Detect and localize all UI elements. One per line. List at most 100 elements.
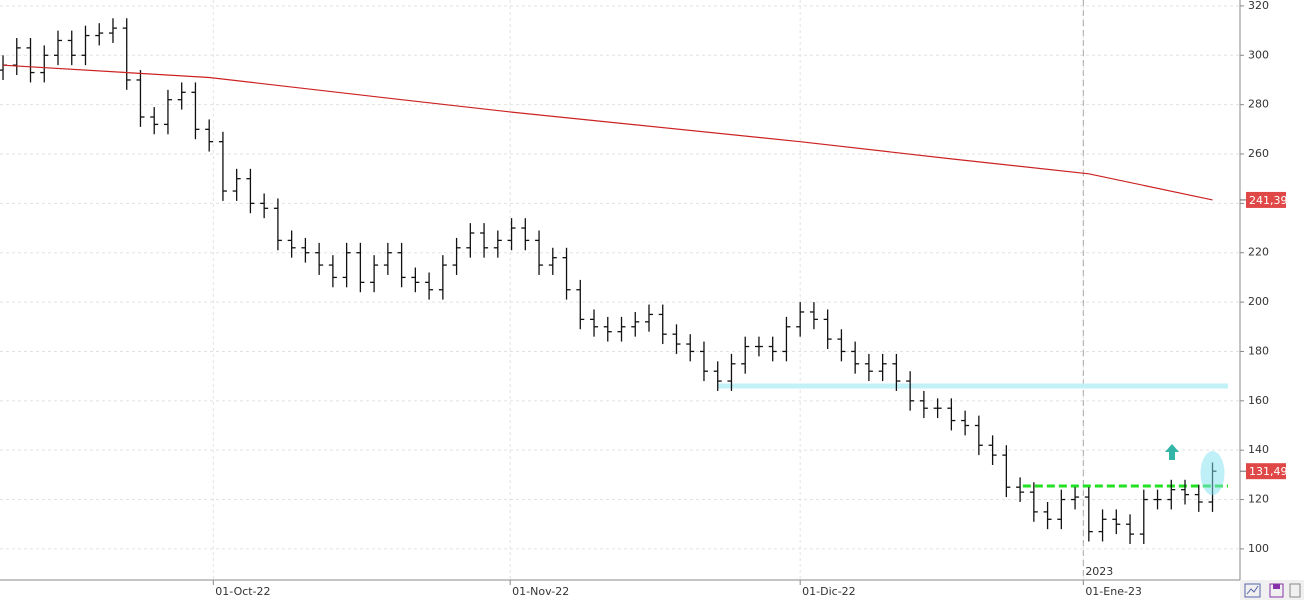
ohlc-bar <box>67 30 76 66</box>
ohlc-bar <box>411 267 420 293</box>
ohlc-bar <box>260 193 269 219</box>
ohlc-bar <box>356 242 365 293</box>
chart-icon-line <box>1246 585 1259 595</box>
ohlc-bar <box>988 435 997 465</box>
ohlc-bar <box>232 168 241 201</box>
ohlc-bar <box>754 336 763 357</box>
ohlc-bar <box>81 25 90 66</box>
y-tick-label: 200 <box>1248 295 1269 308</box>
ohlc-bar <box>686 334 695 362</box>
ohlc-bar <box>562 247 571 300</box>
ohlc-bar <box>95 23 104 46</box>
corner-icons[interactable] <box>1244 583 1301 598</box>
ohlc-bar <box>438 255 447 300</box>
ohlc-bar <box>713 361 722 391</box>
ohlc-bar <box>645 304 654 332</box>
ohlc-bar <box>809 302 818 330</box>
ohlc-bar <box>699 341 708 382</box>
ohlc-bar <box>507 218 516 251</box>
y-tick-label: 140 <box>1248 443 1269 456</box>
ohlc-bar <box>892 353 901 391</box>
ohlc-bar <box>617 316 626 342</box>
highlight-ring <box>1200 451 1225 496</box>
ohlc-bar <box>301 237 310 263</box>
ohlc-bar <box>177 82 186 110</box>
y-tick-label: 280 <box>1248 98 1269 111</box>
ohlc-bar <box>878 353 887 382</box>
ohlc-bar <box>768 336 777 362</box>
ohlc-bar <box>1057 489 1066 530</box>
ohlc-bar <box>658 304 667 345</box>
ohlc-bar <box>150 107 159 135</box>
grid <box>0 0 1244 585</box>
ohlc-bar <box>452 237 461 275</box>
x-tick-label: 01-Oct-22 <box>215 585 270 598</box>
ohlc-bar <box>1139 489 1148 544</box>
ohlc-bar <box>1029 482 1038 522</box>
ohlc-bar <box>947 398 956 431</box>
y-tick-label: 100 <box>1248 542 1269 555</box>
ohlc-bar <box>383 242 392 275</box>
ohlc-bar <box>315 242 324 275</box>
ohlc-bar <box>466 223 475 258</box>
y-tick-label: 180 <box>1248 344 1269 357</box>
ohlc-bar <box>26 38 35 83</box>
ohlc-bar <box>672 324 681 354</box>
corner <box>1240 580 1304 600</box>
price-tag <box>1246 463 1286 480</box>
ohlc-bar <box>741 336 750 374</box>
ohlc-bar <box>40 45 49 83</box>
ohlc-bar <box>864 353 873 382</box>
ohlc-bar <box>1002 445 1011 498</box>
ohlc-bar <box>603 316 612 342</box>
y-tick-label: 160 <box>1248 394 1269 407</box>
ohlc-bar <box>191 82 200 140</box>
ohlc-bar <box>163 89 172 135</box>
ohlc-bar <box>493 230 502 258</box>
price-tag-label: 241,39 <box>1249 194 1288 207</box>
ohlc-bar <box>273 198 282 251</box>
ohlc-bar <box>1153 489 1162 510</box>
save-icon-part <box>1273 584 1280 589</box>
y-tick-label: 260 <box>1248 147 1269 160</box>
ohlc-bar <box>851 341 860 374</box>
up-arrow <box>1165 444 1179 460</box>
y-tick-label: 220 <box>1248 246 1269 259</box>
price-tag-label: 131,49 <box>1249 465 1288 478</box>
ohlc-bar <box>397 242 406 288</box>
ohlc-bar <box>535 230 544 275</box>
ohlc-bar <box>548 247 557 275</box>
ohlc-bar <box>12 38 21 76</box>
moving-average <box>2 64 1213 201</box>
ohlc-bar <box>823 309 832 349</box>
ohlc-bar <box>342 242 351 288</box>
ohlc-bar <box>837 329 846 362</box>
ohlc-bar <box>1194 484 1203 512</box>
ohlc-bar <box>1112 509 1121 535</box>
plot <box>0 18 1228 544</box>
x-tick-label: 01-Nov-22 <box>512 585 569 598</box>
ohlc-bar <box>480 223 489 258</box>
ohlc-bar <box>796 302 805 337</box>
ohlc-bar <box>933 398 942 419</box>
ohlc-bar <box>370 255 379 293</box>
ohlc-bar <box>328 255 337 288</box>
ohlc-bar <box>521 218 530 251</box>
ohlc-bar <box>1084 487 1093 542</box>
ohlc-bar <box>287 230 296 258</box>
year-label: 2023 <box>1085 565 1113 578</box>
ohlc-bar <box>246 168 255 214</box>
ohlc-bar <box>54 30 63 66</box>
doc-icon[interactable] <box>1289 583 1301 598</box>
chart-icon[interactable] <box>1244 583 1261 598</box>
ohlc-bar <box>1181 479 1190 505</box>
y-tick-label: 320 <box>1248 0 1269 12</box>
ohlc-bar <box>631 311 640 337</box>
ohlc-bar <box>727 353 736 391</box>
x-tick-label: 01-Ene-23 <box>1085 585 1142 598</box>
ohlc-bar <box>906 371 915 411</box>
ohlc-bar <box>1167 479 1176 510</box>
ohlc-bar <box>122 18 131 90</box>
x-tick-label: 01-Dic-22 <box>802 585 856 598</box>
